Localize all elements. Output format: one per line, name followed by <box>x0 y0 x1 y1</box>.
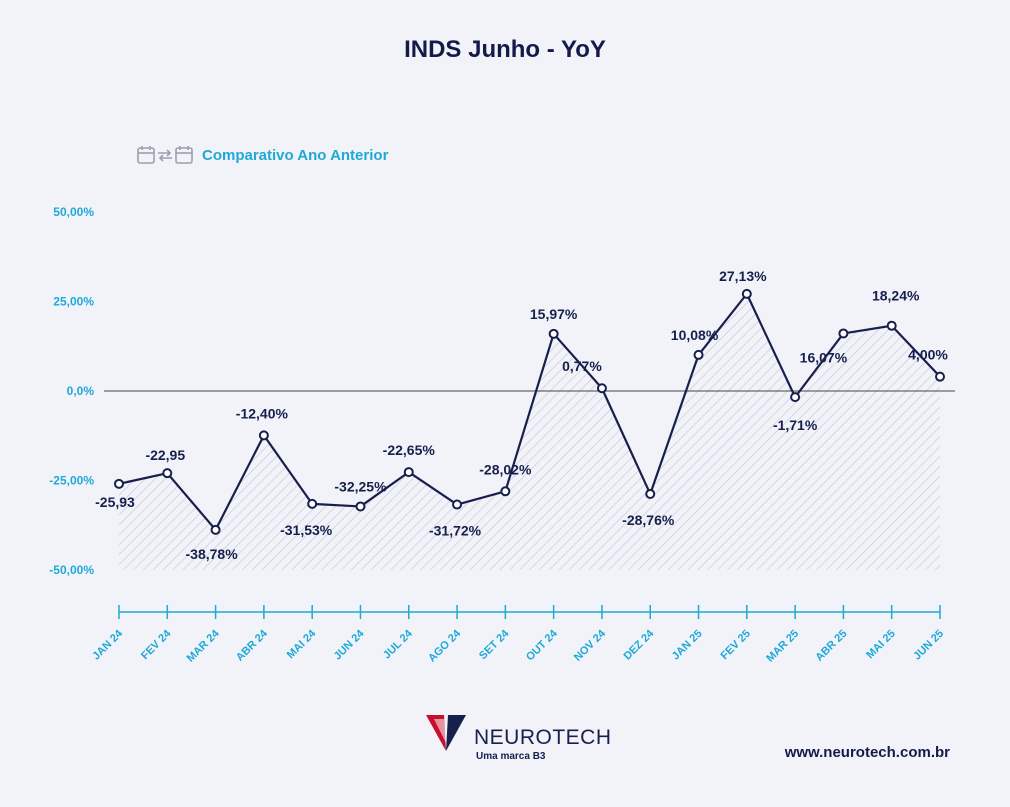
data-label: 18,24% <box>872 288 920 304</box>
data-label: 4,00% <box>908 347 948 363</box>
brand-logo: NEUROTECH Uma marca B3 <box>424 713 612 762</box>
data-point <box>210 524 221 535</box>
data-point <box>403 467 414 478</box>
data-labels-layer: -25,93 -22,95 -38,78% -12,40% -31,53% -32,25%… <box>95 268 948 562</box>
x-tick-label: ABR 24 <box>234 627 271 664</box>
brand-name: NEUROTECH <box>474 726 612 749</box>
x-tick-label: FEV 24 <box>139 627 174 662</box>
data-point <box>838 328 849 339</box>
data-point <box>548 328 559 339</box>
data-point <box>741 288 752 299</box>
data-point <box>790 392 801 403</box>
data-label: -28,76% <box>622 512 675 528</box>
legend-label: Comparativo Ano Anterior <box>202 146 389 164</box>
series-line <box>118 292 941 531</box>
x-tick-label: JUN 25 <box>911 628 946 663</box>
data-label: -25,93 <box>95 494 135 510</box>
x-axis: JAN 24 FEV 24 MAR 24 ABR 24 MAI 24 JUN 24 JUL … <box>90 605 946 665</box>
x-tick-label: JAN 24 <box>90 627 125 662</box>
data-point <box>114 478 124 489</box>
x-tick-label: MAR 24 <box>185 627 223 665</box>
y-tick-label: -50,00% <box>49 563 94 577</box>
data-point <box>886 320 897 331</box>
data-point <box>355 501 366 512</box>
x-tick-label: MAR 25 <box>764 628 801 665</box>
area-layer <box>119 293 940 570</box>
legend: Comparativo Ano Anterior <box>136 144 388 166</box>
line-layer <box>118 292 941 531</box>
x-tick-label: SET 24 <box>477 627 512 662</box>
data-label: 15,97% <box>530 306 578 322</box>
x-tick-label: JAN 25 <box>670 628 705 663</box>
x-tick-label: JUL 24 <box>381 627 415 661</box>
data-label: 27,13% <box>719 268 767 284</box>
area-fill <box>119 293 940 570</box>
calendar-compare-icon <box>136 144 194 166</box>
x-tick-label: OUT 24 <box>524 627 560 663</box>
y-tick-label: 25,00% <box>53 295 94 309</box>
x-tick-label: AGO 24 <box>426 627 464 665</box>
data-label: 10,08% <box>671 327 719 343</box>
data-point <box>500 486 511 497</box>
data-label: -22,95 <box>145 447 185 463</box>
data-label: -28,02% <box>479 461 532 477</box>
chart-title: INDS Junho - YoY <box>404 36 606 63</box>
data-point <box>452 499 463 510</box>
y-tick-label: 50,00% <box>53 205 94 219</box>
data-label: -32,25% <box>334 478 387 494</box>
y-tick-label: -25,00% <box>49 474 94 488</box>
data-label: 16,07% <box>800 349 848 365</box>
data-label: -12,40% <box>236 405 289 421</box>
y-axis: 50,00% 25,00% 0,0% -25,00% -50,00% <box>49 205 94 577</box>
data-label: -22,65% <box>383 442 436 458</box>
data-point <box>258 430 269 441</box>
x-tick-label: NOV 24 <box>572 627 609 664</box>
x-tick-label: MAI 24 <box>285 627 319 661</box>
data-point <box>596 383 607 394</box>
website-link[interactable]: www.neurotech.com.br <box>784 744 950 761</box>
x-tick-label: DEZ 24 <box>621 627 656 662</box>
points-layer <box>114 288 945 535</box>
x-tick-label: MAI 25 <box>864 628 898 662</box>
brand-tagline: Uma marca B3 <box>476 751 546 762</box>
data-point <box>162 468 173 479</box>
data-point <box>935 371 945 382</box>
data-label: -31,53% <box>280 522 333 538</box>
neurotech-logo-icon <box>424 713 468 758</box>
y-tick-label: 0,0% <box>67 384 95 398</box>
data-label: -31,72% <box>429 523 482 539</box>
data-point <box>693 349 704 360</box>
data-label: 0,77% <box>562 358 602 374</box>
data-label: -38,78% <box>186 546 239 562</box>
data-label: -1,71% <box>773 417 818 433</box>
x-tick-label: ABR 25 <box>813 628 849 664</box>
data-point <box>307 498 318 509</box>
x-tick-label: JUN 24 <box>332 627 367 662</box>
x-tick-label: FEV 25 <box>719 628 753 662</box>
data-point <box>645 488 656 499</box>
